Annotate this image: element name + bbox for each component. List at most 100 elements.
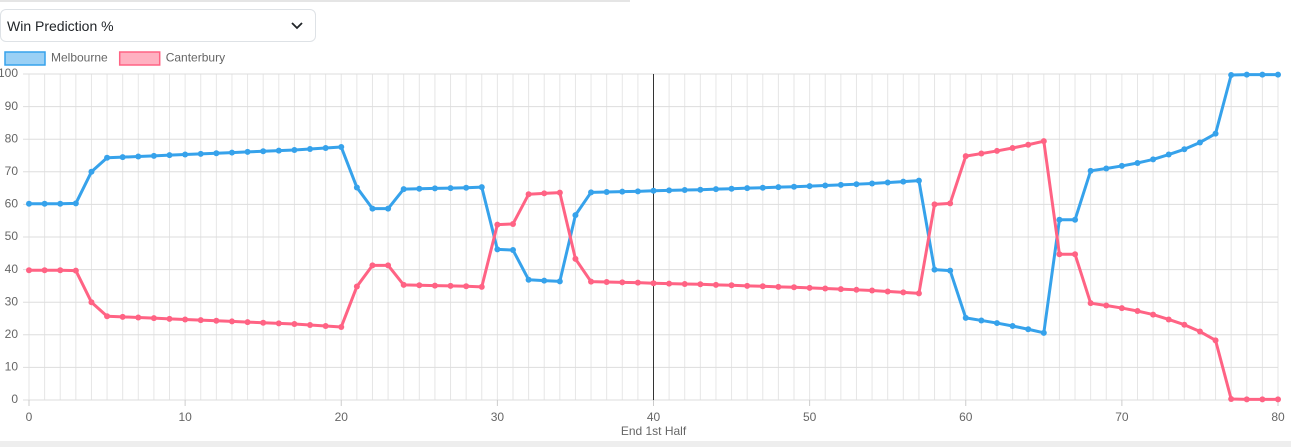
data-point [478, 184, 485, 191]
data-point [353, 184, 360, 191]
data-point [369, 205, 376, 212]
data-point [353, 283, 360, 290]
data-point [275, 147, 282, 154]
data-point [400, 281, 407, 288]
data-point [853, 286, 860, 293]
data-point [1103, 302, 1110, 309]
data-point [1275, 71, 1281, 78]
data-point [213, 150, 220, 157]
data-point [1103, 165, 1110, 172]
data-point [759, 184, 766, 191]
data-point [244, 319, 251, 326]
data-point [1228, 396, 1235, 403]
data-point [1243, 71, 1250, 78]
chevron [291, 22, 303, 30]
data-point [135, 314, 142, 321]
data-point [150, 315, 157, 322]
legend-label: Melbourne [51, 51, 108, 65]
y-tick-label: 100 [0, 66, 18, 80]
data-point [728, 282, 735, 289]
data-point [759, 283, 766, 290]
data-point [541, 190, 548, 197]
data-point [400, 186, 407, 193]
data-point [947, 200, 954, 207]
data-point [119, 313, 126, 320]
data-point [119, 154, 126, 161]
data-point [744, 185, 751, 192]
data-point [931, 266, 938, 273]
data-point [1087, 300, 1094, 307]
data-point [853, 181, 860, 188]
data-point [275, 320, 282, 327]
data-point [1212, 130, 1219, 137]
data-point [978, 317, 985, 324]
data-point [1009, 145, 1016, 152]
data-point [993, 320, 1000, 327]
data-point [915, 177, 922, 184]
data-point [369, 262, 376, 269]
data-point [712, 281, 719, 288]
dropdown[interactable]: Win Prediction % [0, 9, 316, 42]
data-point [1009, 322, 1016, 329]
data-point [291, 146, 298, 153]
data-point [338, 144, 345, 151]
data-point [900, 178, 907, 185]
data-point [541, 277, 548, 284]
y-tick-label: 90 [5, 99, 19, 113]
data-point [556, 278, 563, 285]
data-point [728, 185, 735, 192]
data-point [697, 281, 704, 288]
data-point [72, 267, 79, 274]
data-point [1056, 251, 1063, 258]
data-point [307, 145, 314, 152]
legend-swatch [4, 51, 46, 66]
data-point [1275, 396, 1281, 403]
data-point [525, 276, 532, 283]
data-point [104, 154, 111, 161]
y-tick-label: 60 [5, 197, 19, 211]
data-point [806, 183, 813, 190]
data-point [57, 267, 64, 274]
data-point [244, 148, 251, 155]
data-point [182, 151, 189, 158]
top-rule [0, 0, 630, 2]
data-point [681, 280, 688, 287]
data-point [88, 299, 95, 306]
data-point [463, 184, 470, 191]
data-point [806, 284, 813, 291]
legend-swatch [118, 51, 161, 66]
data-point [260, 148, 267, 155]
data-point [213, 317, 220, 324]
data-point [791, 183, 798, 190]
data-point [1150, 311, 1157, 318]
data-point [494, 246, 501, 253]
data-point [900, 289, 907, 296]
y-tick-label: 80 [5, 131, 19, 145]
data-point [447, 282, 454, 289]
y-tick-label: 20 [5, 327, 19, 341]
data-point [775, 184, 782, 191]
data-point [588, 189, 595, 196]
data-point [650, 280, 657, 287]
data-point [166, 152, 173, 159]
data-point [619, 188, 626, 195]
data-point [1196, 139, 1203, 146]
data-point [884, 179, 891, 186]
data-point [634, 188, 641, 195]
data-point [338, 323, 345, 330]
data-point [884, 288, 891, 295]
data-point [135, 153, 142, 160]
data-point [291, 321, 298, 328]
x-tick-label: 80 [1271, 410, 1285, 424]
data-point [1165, 151, 1172, 158]
data-point [869, 180, 876, 187]
data-point [26, 267, 32, 274]
data-point [962, 153, 969, 160]
data-point [57, 200, 64, 207]
data-point [385, 262, 392, 269]
data-point [447, 185, 454, 192]
data-point [962, 314, 969, 321]
x-tick-label: 70 [1115, 410, 1129, 424]
data-point [509, 247, 516, 254]
